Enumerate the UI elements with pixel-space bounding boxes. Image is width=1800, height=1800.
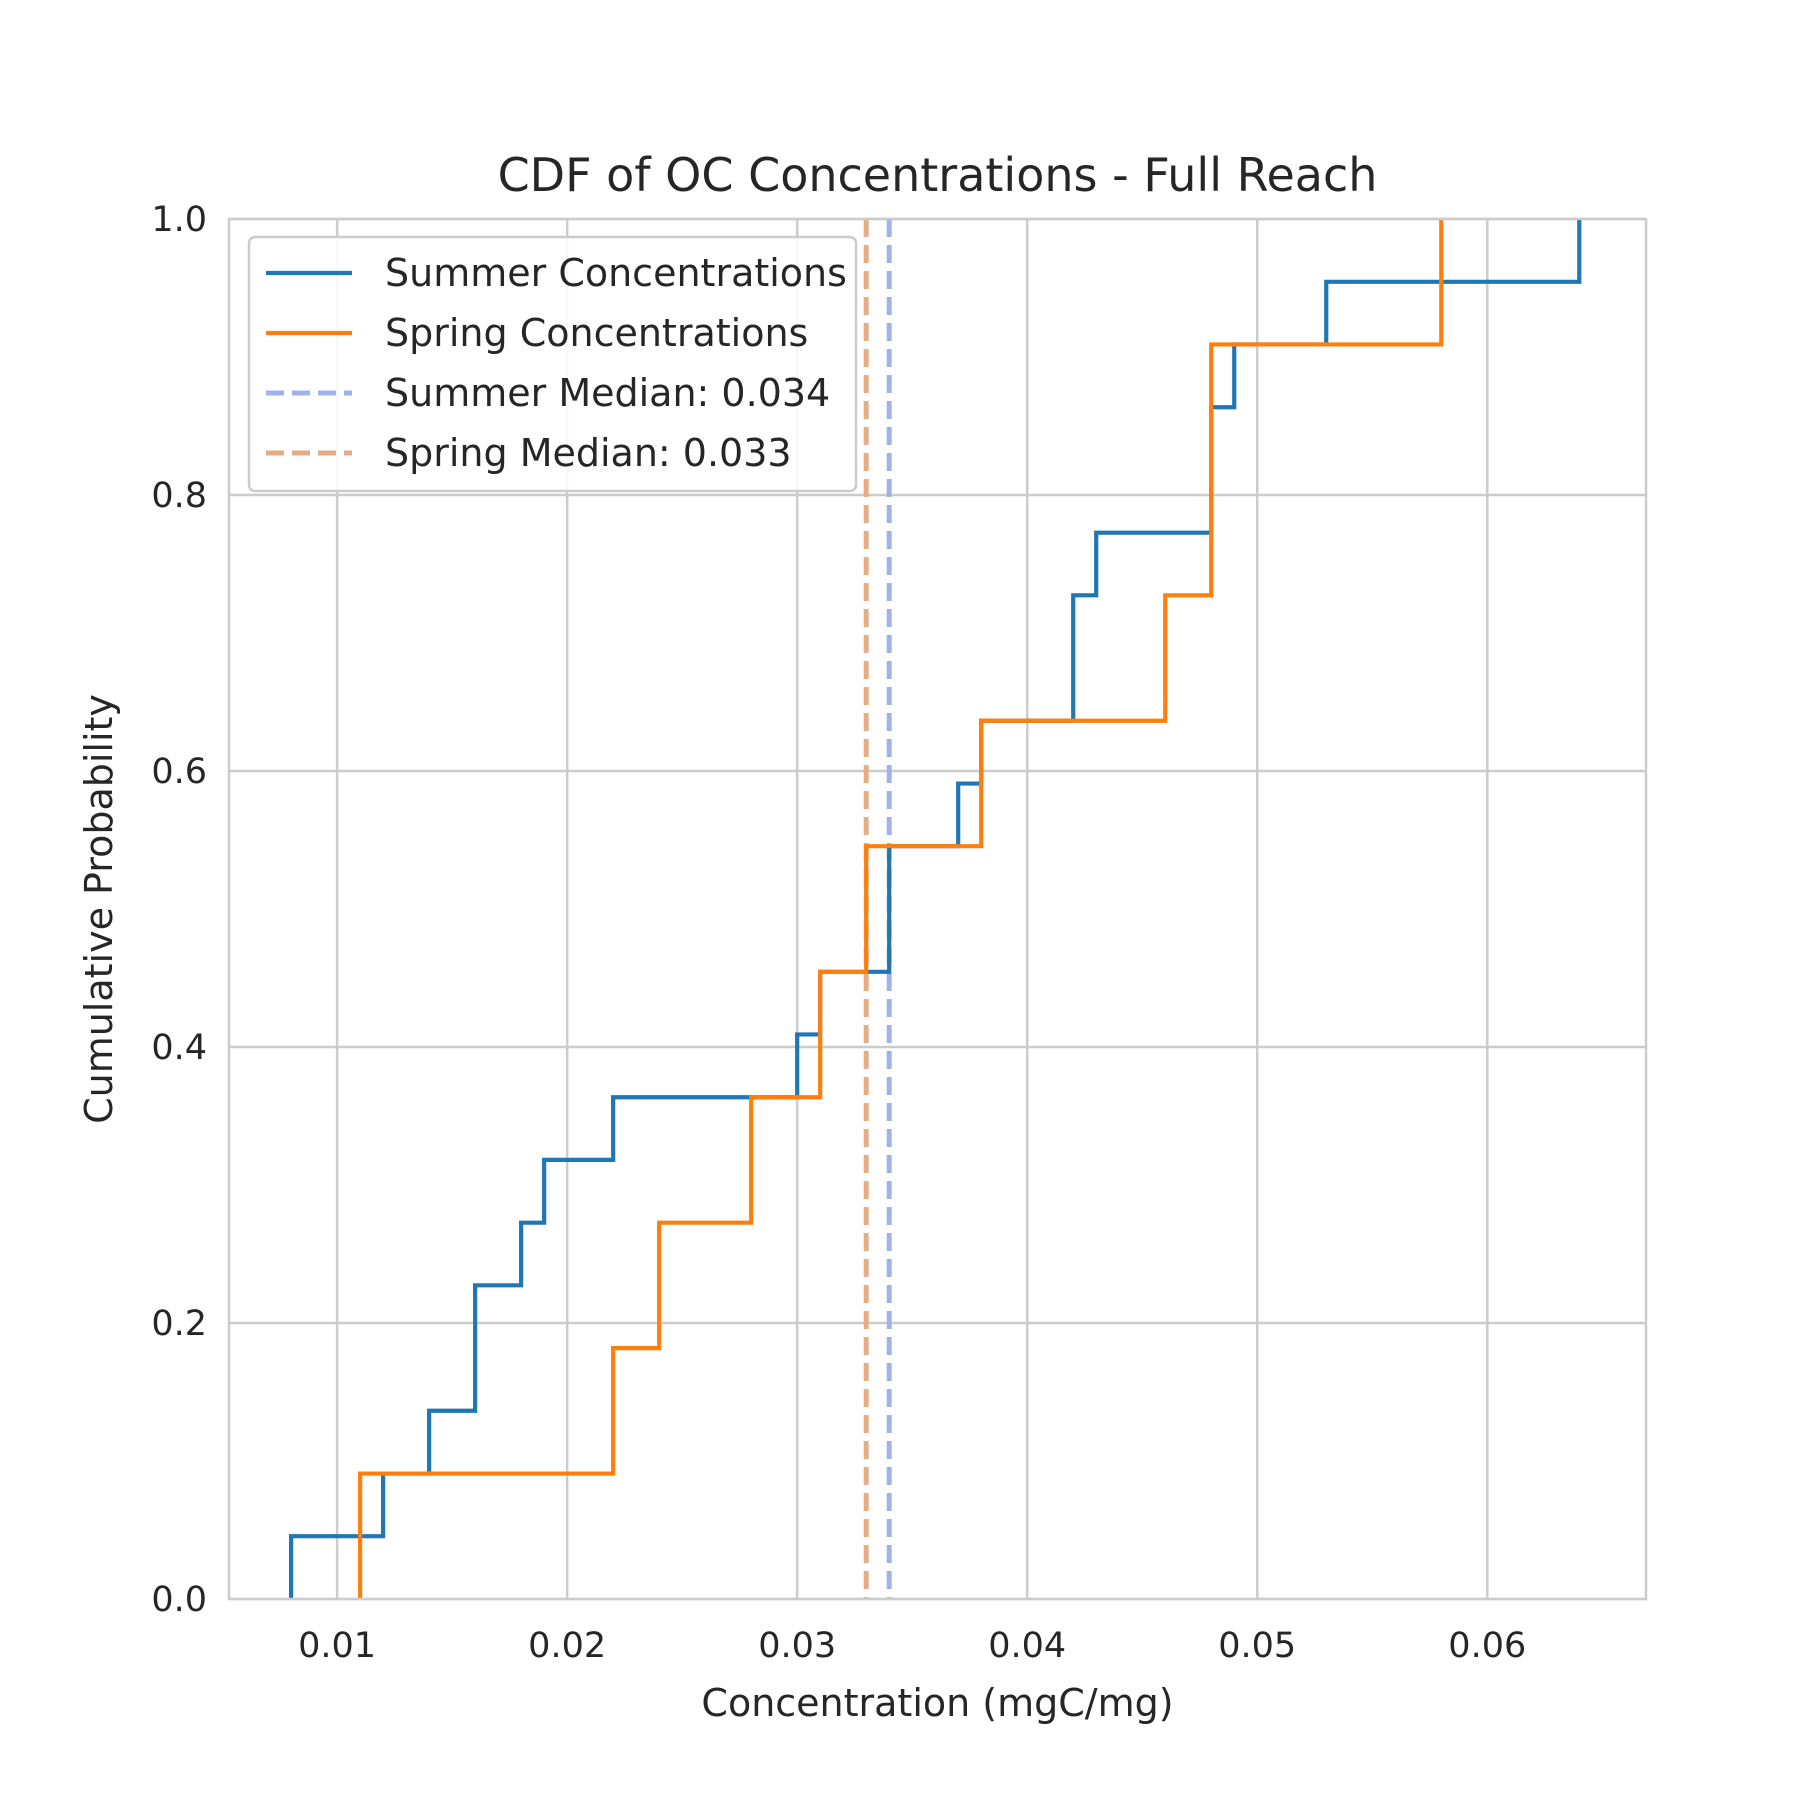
- y-tick-label: 0.0: [151, 1580, 207, 1620]
- x-tick-label: 0.01: [298, 1626, 376, 1666]
- cdf-step-line: [358, 219, 1444, 1599]
- x-tick-label: 0.04: [988, 1626, 1066, 1666]
- x-tick-label: 0.03: [758, 1626, 836, 1666]
- x-axis-label: Concentration (mgC/mg): [701, 1681, 1173, 1725]
- tick-labels: 0.01 0.02 0.03 0.04 0.05 0.06 0.0 0.2 0.4 0.6 0.8 1…: [151, 200, 1526, 1666]
- legend: Summer Concentrations Spring Concentratio…: [247, 235, 858, 493]
- x-tick-label: 0.02: [528, 1626, 606, 1666]
- x-tick-label: 0.06: [1448, 1626, 1526, 1666]
- y-axis-label: Cumulative Probability: [77, 694, 121, 1124]
- y-tick-label: 0.6: [151, 752, 207, 792]
- legend-label: Summer Median: 0.034: [385, 371, 830, 415]
- y-tick-label: 1.0: [151, 200, 207, 240]
- y-tick-label: 0.2: [151, 1304, 207, 1344]
- legend-box: [247, 235, 858, 493]
- legend-label: Summer Concentrations: [385, 251, 847, 295]
- legend-label: Spring Median: 0.033: [385, 431, 792, 475]
- plot-frame: [227, 217, 1648, 1601]
- cdf-series: [289, 219, 1582, 1599]
- legend-label: Spring Concentrations: [385, 311, 808, 355]
- x-tick-label: 0.05: [1218, 1626, 1296, 1666]
- y-tick-label: 0.8: [151, 476, 207, 516]
- y-tick-label: 0.4: [151, 1028, 207, 1068]
- chart-title: CDF of OC Concentrations - Full Reach: [498, 148, 1378, 202]
